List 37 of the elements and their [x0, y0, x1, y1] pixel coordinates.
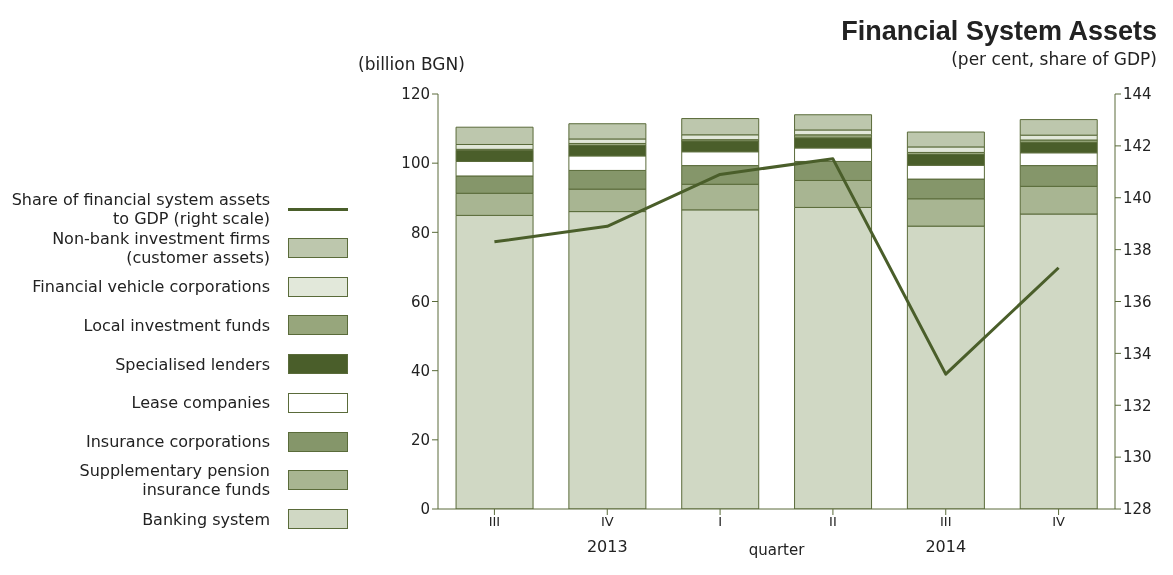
y2-tick-label: 136 — [1123, 292, 1152, 311]
y2-tick-label: 132 — [1123, 396, 1152, 415]
y2-tick-label: 142 — [1123, 137, 1152, 156]
legend-label: Insurance corporations — [84, 432, 270, 451]
legend-label: Supplementary pension insurance funds — [78, 461, 270, 500]
y2-tick-label: 130 — [1123, 448, 1152, 467]
x-tick-label: III — [939, 514, 952, 530]
legend-label: Financial vehicle corporations — [31, 277, 270, 296]
x-tick-label: III — [488, 514, 501, 530]
y-tick-label: 20 — [410, 431, 430, 450]
legend-label: Lease companies — [130, 393, 270, 413]
text: 2014 — [925, 537, 967, 556]
legend-label: Banking system — [141, 509, 270, 529]
x-tick-label: IV — [1052, 514, 1066, 530]
y2-tick-label: 140 — [1123, 189, 1152, 208]
y2-tick-label: 134 — [1123, 344, 1152, 363]
y-axis-title: (billion BGN) — [358, 54, 465, 74]
x-axis-title: quarter — [748, 541, 806, 559]
y2-tick-label: 138 — [1123, 240, 1152, 259]
legend-label: Specialised lenders — [114, 354, 270, 374]
y-tick-label: 40 — [410, 361, 430, 380]
y-tick-label: 80 — [410, 223, 430, 242]
x-tick-label: IV — [600, 514, 614, 530]
y2-tick-label: 128 — [1123, 500, 1152, 519]
x-tick-label: II — [829, 514, 837, 530]
legend-label: Share of financial system assets to GDP (right scale) — [10, 190, 270, 228]
y2-tick-label: 144 — [1123, 85, 1152, 104]
legend-label: Non-bank investment firms (customer assets) — [51, 228, 270, 267]
y-tick-label: 0 — [420, 500, 430, 519]
chart-title: Financial System Assets — [841, 16, 1157, 47]
y-tick-label: 60 — [410, 292, 430, 311]
x-tick-label: I — [718, 514, 723, 530]
y-tick-label: 100 — [401, 154, 430, 173]
y2-axis-title: (per cent, share of GDP) — [950, 49, 1157, 69]
y-tick-label: 120 — [401, 85, 430, 104]
legend-label: Local investment funds — [82, 315, 270, 335]
text: 2013 — [586, 537, 628, 556]
